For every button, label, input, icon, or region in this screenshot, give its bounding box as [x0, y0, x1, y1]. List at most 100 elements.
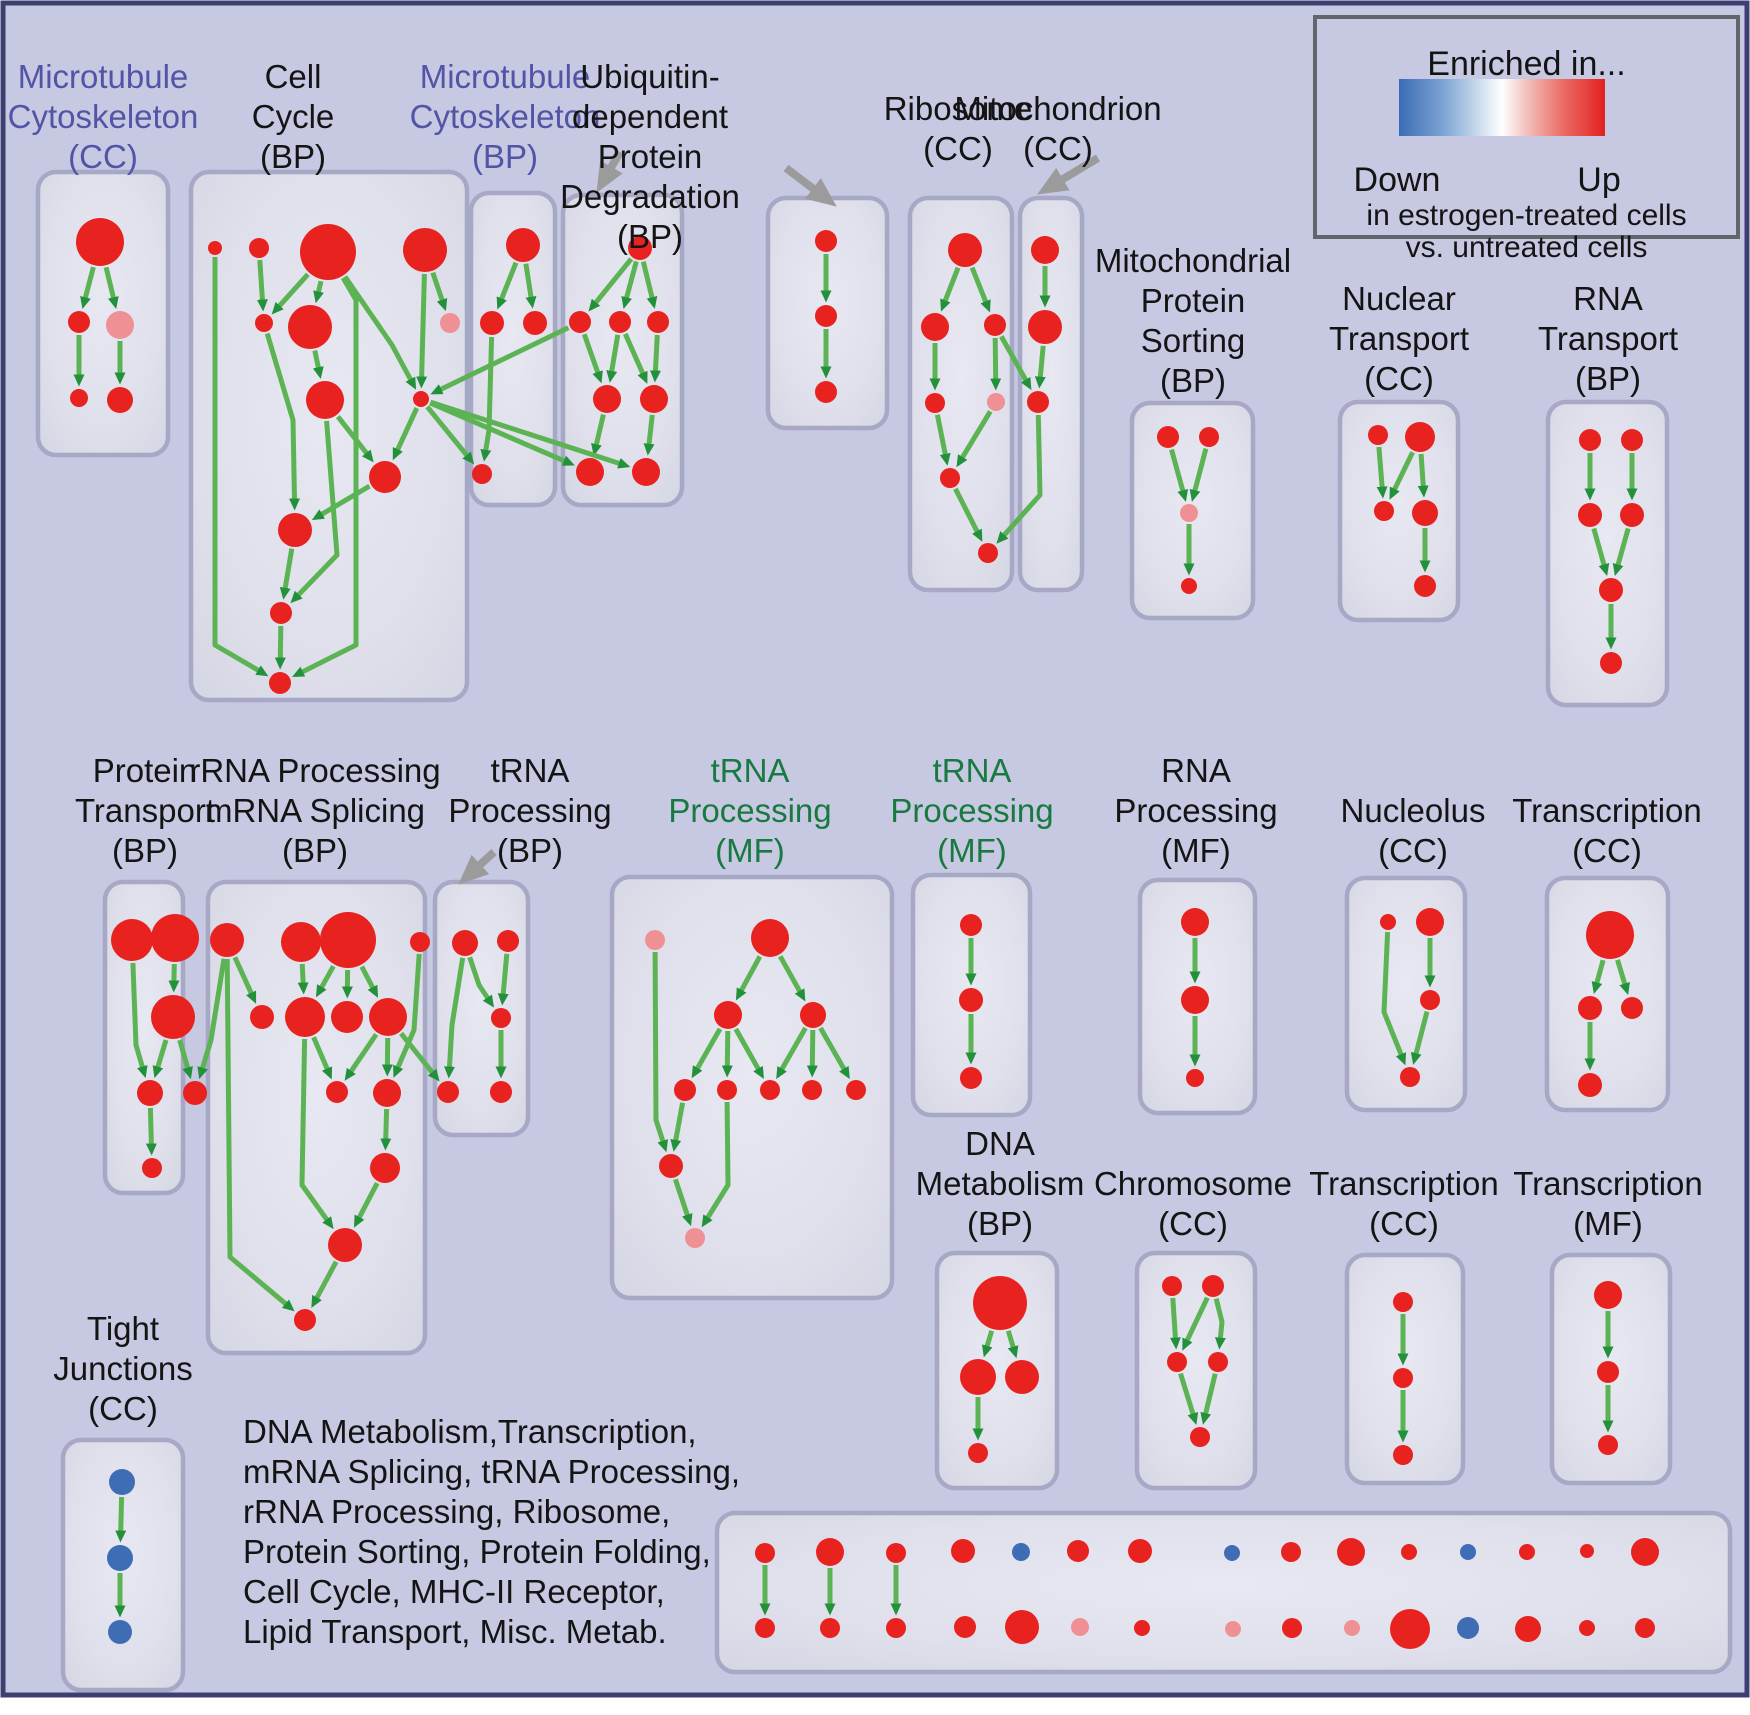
- label-mito-protein-sorting-line-3: (BP): [1160, 362, 1226, 399]
- box-protein-transport: [102, 879, 186, 1196]
- node-r12: [328, 1228, 362, 1262]
- edge-r10-r11: [380, 1108, 392, 1151]
- node-f7: [760, 1080, 780, 1100]
- edge-r8-tb4: [399, 1031, 440, 1082]
- node-w7t: [1128, 1539, 1152, 1563]
- edge-m2-m3: [1034, 345, 1046, 389]
- label-rrna-mrna-line-2: (BP): [282, 832, 348, 869]
- node-r2: [281, 922, 321, 962]
- edge-cy9-b7: [429, 400, 575, 466]
- label-trna-mf-2-line-2: (MF): [937, 832, 1007, 869]
- label-mito-protein-sorting-line-1: Protein: [1141, 282, 1246, 319]
- edge-r8-r9: [344, 1032, 379, 1081]
- node-s4: [925, 393, 945, 413]
- edge-m3-s7: [996, 414, 1043, 544]
- label-dna-metabolism-line-0: DNA: [965, 1125, 1035, 1162]
- node-cy3: [300, 224, 356, 280]
- node-w3t: [886, 1543, 906, 1563]
- node-p1: [1157, 426, 1179, 448]
- node-cy9: [413, 391, 429, 407]
- node-d1: [1393, 1292, 1413, 1312]
- node-pt1: [111, 919, 153, 961]
- edge-b1-b4: [640, 261, 658, 309]
- label-cell-cycle-line-1: Cycle: [252, 98, 335, 135]
- node-m2: [1028, 310, 1062, 344]
- node-i2: [1416, 908, 1444, 936]
- label-rna-transport-line-1: Transport: [1538, 320, 1678, 357]
- edge-cy12-cy13: [274, 625, 286, 670]
- node-b6: [640, 385, 668, 413]
- node-a3: [523, 311, 547, 335]
- edge-k1-k3: [1005, 1330, 1019, 1359]
- edge-f5-f10: [670, 1102, 686, 1152]
- label-rna-processing-mf-line-1: Processing: [1114, 792, 1277, 829]
- node-r9: [326, 1081, 348, 1103]
- label-chromosome-cc-line-0: Chromosome: [1094, 1165, 1292, 1202]
- edge-tb2-tb3: [497, 953, 510, 1006]
- label-transcription-mf-line-1: (MF): [1573, 1205, 1643, 1242]
- node-pt6: [142, 1158, 162, 1178]
- label-ubiquitin-deg-1-line-0: Ubiquitin-: [580, 58, 719, 95]
- node-f9: [846, 1080, 866, 1100]
- box-nucleolus: [1344, 875, 1468, 1113]
- label-ubiquitin-deg-1-line-4: (BP): [617, 218, 683, 255]
- label-rna-transport-line-0: RNA: [1573, 280, 1643, 317]
- node-s5: [987, 393, 1005, 411]
- node-w13b: [1515, 1616, 1541, 1642]
- node-c4: [1208, 1352, 1228, 1372]
- edge-v1-v2: [115, 1496, 127, 1543]
- label-ribosome-cc-line-0: Ribosome: [884, 90, 1033, 127]
- edge-r2-r6: [297, 963, 309, 995]
- label-trna-bp-line-2: (BP): [497, 832, 563, 869]
- node-h1: [1181, 908, 1209, 936]
- edge-f10-f11: [673, 1178, 693, 1227]
- node-b1: [628, 236, 652, 260]
- edge-p2-p3: [1189, 447, 1209, 502]
- edge-r6-r12: [299, 1038, 334, 1230]
- box-misc-cluster: [714, 1510, 1733, 1675]
- edge-b2-b5: [581, 333, 603, 384]
- label-nuclear-transport-line-1: Transport: [1329, 320, 1469, 357]
- summary-text-line-3: Protein Sorting, Protein Folding,: [243, 1533, 711, 1570]
- summary-text-line-0: DNA Metabolism,Transcription,: [243, 1413, 697, 1450]
- edge-cy3-cy6: [313, 280, 324, 304]
- edge-s1-s3: [969, 266, 991, 313]
- edge-q1-q3: [1376, 446, 1388, 499]
- ubiquitin-callout-right-arrow: [783, 164, 837, 207]
- edge-r1-r5: [232, 956, 257, 1004]
- node-tb1: [452, 930, 478, 956]
- label-trna-mf-1-line-1: Processing: [668, 792, 831, 829]
- label-ubiquitin-deg-1-line-3: Degradation: [560, 178, 740, 215]
- box-dna-metabolism: [934, 1250, 1060, 1491]
- node-w15b: [1635, 1618, 1655, 1638]
- node-cy8: [306, 381, 344, 419]
- edge-s4-s6: [934, 414, 951, 466]
- box-chromosome-cc: [1134, 1250, 1258, 1491]
- node-b2: [569, 311, 591, 333]
- label-trna-bp-line-1: Processing: [448, 792, 611, 829]
- node-w14b: [1579, 1620, 1595, 1636]
- node-t3: [1578, 503, 1602, 527]
- edge-c1-c3: [1169, 1297, 1181, 1350]
- edge-r1-pt5: [197, 958, 227, 1080]
- node-cy1: [208, 241, 222, 255]
- node-b8: [632, 458, 660, 486]
- node-w1b: [755, 1618, 775, 1638]
- node-w6t: [1067, 1540, 1089, 1562]
- edge-f3-f5: [691, 1027, 723, 1079]
- node-k4: [968, 1443, 988, 1463]
- label-mitochondrion-cc-line-1: (CC): [1023, 130, 1093, 167]
- edge-i1-i4: [1381, 931, 1407, 1066]
- node-e3: [1598, 1435, 1618, 1455]
- node-r1: [210, 923, 244, 957]
- node-j1: [1586, 911, 1634, 959]
- node-tb4: [437, 1081, 459, 1103]
- node-s2: [921, 313, 949, 341]
- label-trna-mf-1-line-2: (MF): [715, 832, 785, 869]
- label-dna-metabolism-line-1: Metabolism: [916, 1165, 1085, 1202]
- edge-c2-c3: [1182, 1296, 1210, 1351]
- node-cy10: [369, 461, 401, 493]
- legend-subtitle-1: in estrogen-treated cells: [1366, 199, 1687, 232]
- edge-cy2-cy5: [256, 259, 268, 312]
